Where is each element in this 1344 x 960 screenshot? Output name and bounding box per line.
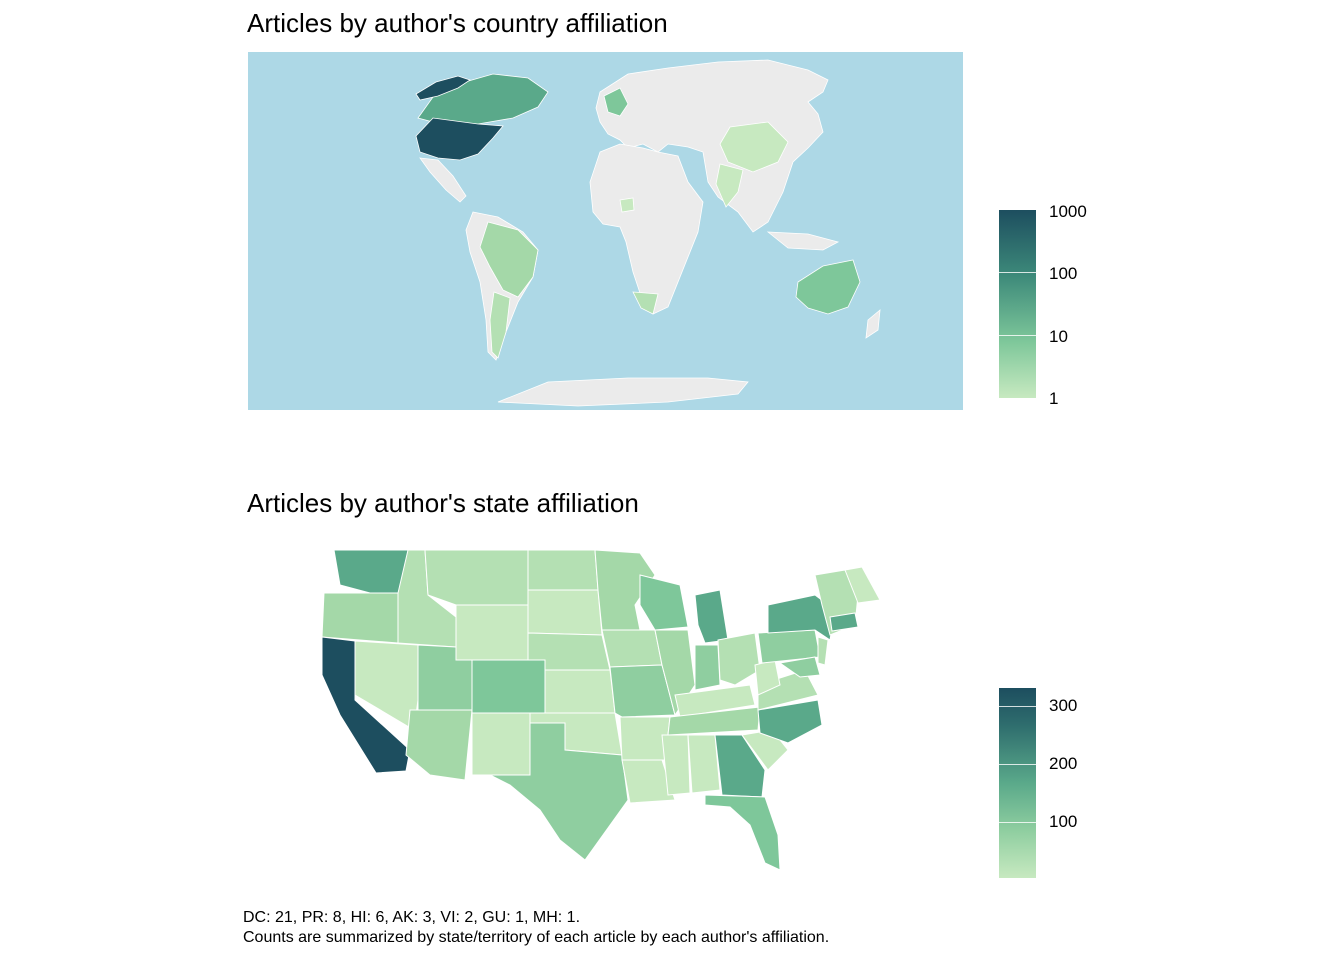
state-north-carolina (757, 699, 823, 744)
state-kansas (544, 669, 616, 714)
caption-note: Counts are summarized by state/territory… (243, 929, 830, 946)
country-china (719, 121, 789, 173)
country-australia (795, 259, 861, 315)
state-oregon (321, 592, 399, 644)
state-virginia (757, 669, 819, 711)
country-europe-block (603, 87, 629, 117)
world-map (248, 52, 963, 410)
state-washington (333, 549, 411, 594)
world-legend-tick: 1 (1049, 389, 1059, 408)
country-nigeria (619, 197, 635, 213)
state-minnesota (594, 549, 656, 631)
country-africa (589, 143, 704, 315)
world-map-title: Articles by author's country affiliation (247, 8, 668, 38)
state-iowa (601, 629, 663, 668)
country-argentina (489, 291, 511, 359)
country-united-states (415, 117, 504, 161)
state-ohio (717, 632, 761, 686)
state-north-dakota (527, 549, 599, 591)
state-wisconsin (639, 574, 689, 631)
country-indonesia (766, 231, 840, 251)
state-montana (424, 549, 529, 606)
us-legend-tick: 300 (1049, 696, 1078, 715)
state-new-mexico (471, 712, 531, 776)
state-missouri (609, 664, 676, 718)
state-indiana (694, 644, 721, 691)
state-michigan (694, 589, 729, 644)
world-legend-tick: 10 (1049, 327, 1068, 346)
state-maryland (778, 656, 821, 678)
us-legend-colorbar (999, 688, 1036, 878)
world-legend-tick: 1000 (1049, 202, 1087, 221)
state-tennessee (667, 706, 761, 736)
caption-territory-counts: DC: 21, PR: 8, HI: 6, AK: 3, VI: 2, GU: … (243, 909, 581, 926)
state-kentucky (674, 684, 756, 718)
state-wyoming (455, 604, 529, 661)
us-legend-tick: 100 (1049, 812, 1078, 831)
world-legend-tick: 100 (1049, 264, 1078, 283)
state-colorado (471, 659, 546, 714)
state-alabama (687, 734, 721, 794)
country-brazil (479, 221, 539, 298)
state-georgia (714, 734, 766, 798)
state-florida (704, 794, 781, 871)
world-legend-colorbar (999, 210, 1036, 398)
state-texas (489, 722, 629, 861)
state-south-dakota (527, 589, 603, 636)
us-map-title: Articles by author's state affiliation (247, 488, 639, 518)
state-louisiana (621, 759, 676, 804)
country-india (715, 163, 744, 208)
state-massachusetts (829, 612, 859, 632)
country-antarctica (497, 377, 749, 407)
country-mexico-central-america (419, 157, 467, 203)
state-arizona (405, 709, 473, 781)
state-new-jersey (817, 636, 829, 666)
state-maine (844, 566, 881, 604)
country-south-africa (632, 291, 659, 315)
country-greenland (415, 75, 471, 101)
state-new-york (767, 594, 836, 641)
state-mississippi (661, 734, 691, 796)
country-new-zealand (865, 309, 881, 339)
us-map (321, 549, 881, 871)
us-legend-tick: 200 (1049, 754, 1078, 773)
